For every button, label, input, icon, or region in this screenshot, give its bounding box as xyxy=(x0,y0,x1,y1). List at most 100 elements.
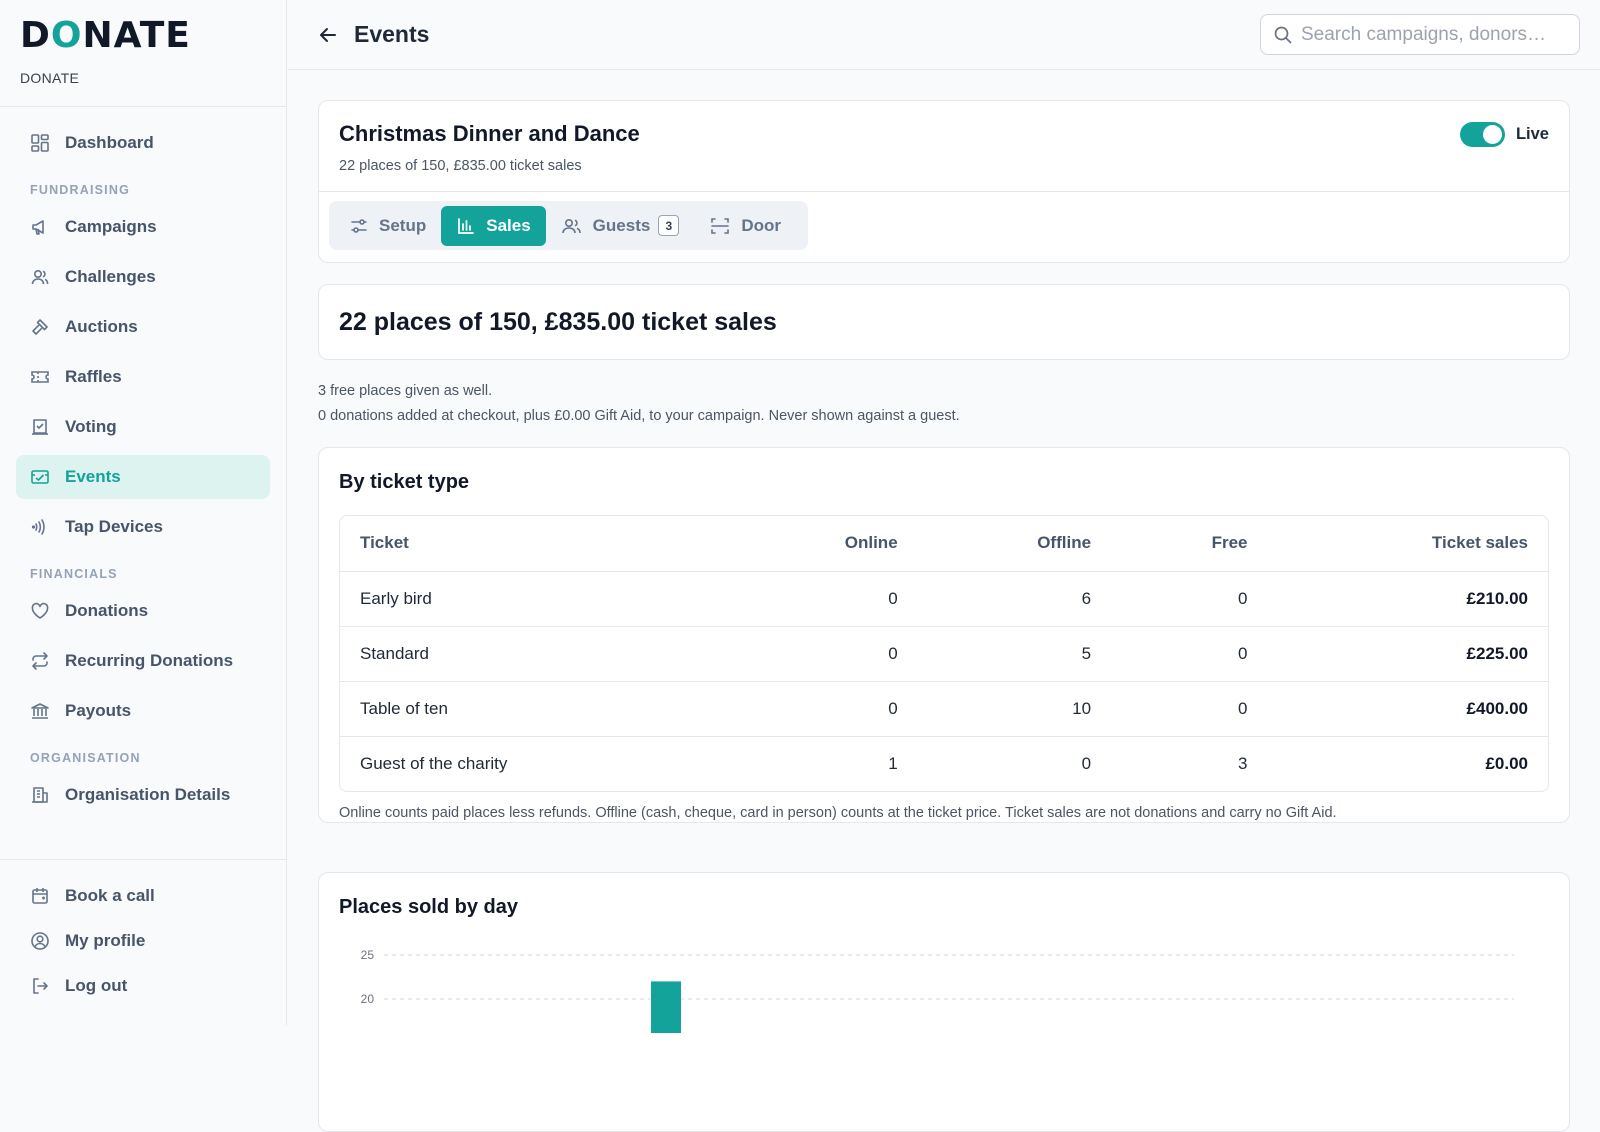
sidebar-item-auctions[interactable]: Auctions xyxy=(16,305,270,349)
sidebar: DONATE DONATE Dashboard FUNDRAISING Camp… xyxy=(0,0,287,1025)
sidebar-item-organisation-details[interactable]: Organisation Details xyxy=(16,773,270,817)
sliders-icon xyxy=(349,216,369,236)
ticket-name-cell: Guest of the charity xyxy=(340,736,726,791)
calendar-icon xyxy=(30,886,50,906)
heart-icon xyxy=(30,601,50,621)
logo[interactable]: DONATE xyxy=(20,16,266,56)
live-label: Live xyxy=(1516,125,1549,144)
sidebar-item-raffles[interactable]: Raffles xyxy=(16,355,270,399)
table-row: Early bird 0 6 0 £210.00 xyxy=(340,571,1548,626)
ticket-name-cell: Early bird xyxy=(340,571,726,626)
event-card: Christmas Dinner and Dance 22 places of … xyxy=(318,100,1570,263)
column-header: Ticket xyxy=(340,516,726,571)
sidebar-bottom: Book a call My profile Log out xyxy=(0,859,286,1011)
ticket-name-cell: Standard xyxy=(340,626,726,681)
sidebar-item-log-out[interactable]: Log out xyxy=(16,966,270,1006)
ticket-table-note: Online counts paid places less refunds. … xyxy=(339,805,1337,821)
logo-text-rest: NATE xyxy=(83,15,191,56)
sidebar-item-events[interactable]: Events xyxy=(16,455,270,499)
scan-icon xyxy=(709,215,731,237)
sidebar-item-campaigns[interactable]: Campaigns xyxy=(16,205,270,249)
contactless-icon xyxy=(30,517,50,537)
sidebar-item-label: Tap Devices xyxy=(65,517,163,537)
section-fundraising: FUNDRAISING xyxy=(16,171,270,205)
tab-sales[interactable]: Sales xyxy=(441,206,545,246)
tab-label: Guests xyxy=(593,216,651,236)
sales-summary-title: 22 places of 150, £835.00 ticket sales xyxy=(339,308,777,337)
offline-cell: 6 xyxy=(918,571,1111,626)
free-places-note: 3 free places given as well. xyxy=(318,383,492,399)
toggle-knob xyxy=(1483,125,1502,144)
sidebar-item-donations[interactable]: Donations xyxy=(16,589,270,633)
top-header: Events xyxy=(288,0,1600,70)
sidebar-item-voting[interactable]: Voting xyxy=(16,405,270,449)
column-header: Offline xyxy=(918,516,1111,571)
ticket-type-title: By ticket type xyxy=(339,471,469,494)
sidebar-item-label: Recurring Donations xyxy=(65,651,233,671)
tab-setup[interactable]: Setup xyxy=(334,206,441,246)
tab-guests[interactable]: Guests 3 xyxy=(546,206,695,246)
section-financials: FINANCIALS xyxy=(16,555,270,589)
ticket-icon xyxy=(30,367,50,387)
live-toggle-group: Live xyxy=(1460,122,1549,147)
offline-cell: 10 xyxy=(918,681,1111,736)
table-row: Guest of the charity 1 0 3 £0.00 xyxy=(340,736,1548,791)
column-header: Online xyxy=(726,516,917,571)
sidebar-item-dashboard[interactable]: Dashboard xyxy=(16,121,270,165)
offline-cell: 5 xyxy=(918,626,1111,681)
table-header-row: Ticket Online Offline Free Ticket sales xyxy=(340,516,1548,571)
sales-summary-card: 22 places of 150, £835.00 ticket sales xyxy=(318,284,1570,360)
live-toggle[interactable] xyxy=(1460,122,1505,147)
online-cell: 0 xyxy=(726,681,917,736)
repeat-icon xyxy=(30,651,50,671)
back-arrow-icon[interactable] xyxy=(316,23,340,47)
logout-icon xyxy=(30,976,50,996)
ticket-sales-cell: £210.00 xyxy=(1268,571,1549,626)
places-chart-title: Places sold by day xyxy=(339,896,518,919)
search-box[interactable] xyxy=(1260,14,1580,55)
sidebar-item-label: Voting xyxy=(65,417,117,437)
tab-label: Door xyxy=(741,216,781,236)
sidebar-item-label: Organisation Details xyxy=(65,785,230,805)
event-subtitle: 22 places of 150, £835.00 ticket sales xyxy=(339,158,582,174)
search-icon xyxy=(1273,25,1293,45)
tab-label: Setup xyxy=(379,216,426,236)
ticket-sales-cell: £225.00 xyxy=(1268,626,1549,681)
chart-bar[interactable] xyxy=(651,981,681,1033)
brand: DONATE DONATE xyxy=(0,0,286,107)
search-input[interactable] xyxy=(1301,24,1571,46)
sidebar-item-tap-devices[interactable]: Tap Devices xyxy=(16,505,270,549)
table-row: Standard 0 5 0 £225.00 xyxy=(340,626,1548,681)
free-cell: 0 xyxy=(1111,681,1267,736)
sidebar-item-label: Challenges xyxy=(65,267,156,287)
free-cell: 0 xyxy=(1111,571,1267,626)
sidebar-item-label: Log out xyxy=(65,976,127,996)
user-circle-icon xyxy=(30,931,50,951)
sidebar-item-label: My profile xyxy=(65,931,145,951)
sidebar-item-label: Payouts xyxy=(65,701,131,721)
event-ticket-icon xyxy=(30,467,50,487)
sidebar-item-recurring-donations[interactable]: Recurring Donations xyxy=(16,639,270,683)
column-header: Free xyxy=(1111,516,1267,571)
sidebar-item-challenges[interactable]: Challenges xyxy=(16,255,270,299)
online-cell: 1 xyxy=(726,736,917,791)
sidebar-item-payouts[interactable]: Payouts xyxy=(16,689,270,733)
sidebar-item-book-a-call[interactable]: Book a call xyxy=(16,876,270,916)
ballot-icon xyxy=(30,417,50,437)
ticket-table: Ticket Online Offline Free Ticket sales … xyxy=(340,516,1548,791)
ticket-table-wrapper: Ticket Online Offline Free Ticket sales … xyxy=(339,515,1549,792)
event-tabs: Setup Sales Guests 3 Door xyxy=(329,201,808,250)
sidebar-item-label: Dashboard xyxy=(65,133,154,153)
sidebar-item-label: Book a call xyxy=(65,886,155,906)
sidebar-item-label: Donations xyxy=(65,601,148,621)
free-cell: 0 xyxy=(1111,626,1267,681)
sidebar-item-label: Events xyxy=(65,467,121,487)
megaphone-icon xyxy=(30,217,50,237)
tab-door[interactable]: Door xyxy=(694,206,796,246)
offline-cell: 0 xyxy=(918,736,1111,791)
sidebar-item-my-profile[interactable]: My profile xyxy=(16,921,270,961)
ticket-sales-cell: £0.00 xyxy=(1268,736,1549,791)
column-header: Ticket sales xyxy=(1268,516,1549,571)
